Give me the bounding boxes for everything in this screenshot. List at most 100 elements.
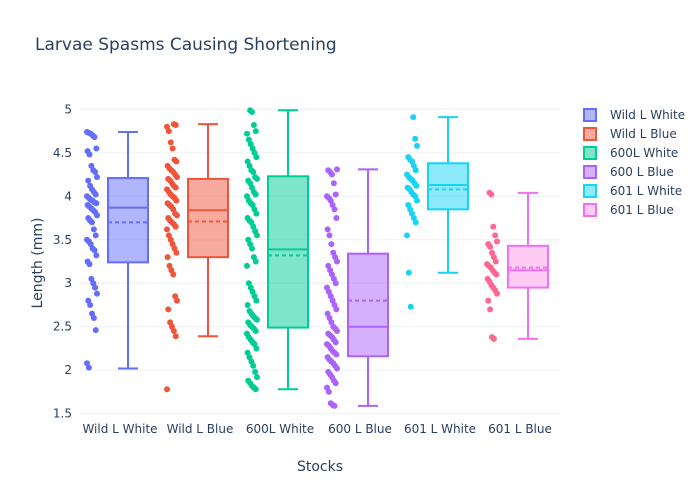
- data-point: [86, 151, 93, 158]
- data-point: [404, 232, 410, 239]
- data-point: [490, 335, 497, 342]
- data-point: [252, 368, 259, 375]
- data-point: [252, 328, 259, 335]
- boxes: [107, 109, 549, 407]
- data-point: [325, 388, 332, 395]
- data-point: [252, 258, 259, 265]
- data-point: [94, 212, 100, 219]
- data-point: [253, 345, 260, 352]
- legend-label: Wild L Blue: [610, 127, 677, 141]
- data-point: [244, 301, 251, 308]
- data-point: [254, 316, 260, 323]
- data-point: [485, 297, 492, 304]
- data-point: [92, 191, 99, 198]
- data-point: [253, 297, 260, 304]
- chart-title: Larvae Spasms Causing Shortening: [35, 35, 337, 55]
- box-3: [267, 109, 309, 391]
- legend-label: 600 L Blue: [610, 165, 674, 179]
- legend-swatch: [583, 146, 597, 160]
- data-point: [173, 249, 180, 256]
- x-tick-labels: Wild L White Wild L Blue 600L White 600 L B…: [82, 422, 551, 436]
- data-point: [414, 142, 420, 149]
- legend-swatch: [583, 165, 597, 179]
- box-5: [427, 116, 469, 274]
- data-point: [250, 168, 257, 175]
- x-tick-label: 600L White: [246, 422, 314, 436]
- box-iqr: [267, 175, 309, 329]
- data-point: [93, 200, 100, 207]
- data-point: [250, 121, 257, 128]
- data-point: [172, 121, 179, 128]
- data-point: [87, 301, 94, 308]
- y-tick-label: 4: [64, 189, 72, 203]
- x-tick-label: 600 L Blue: [328, 422, 392, 436]
- data-point: [244, 262, 250, 269]
- data-point: [331, 402, 338, 409]
- x-tick-label: 601 L Blue: [488, 422, 552, 436]
- legend-swatch: [583, 108, 597, 122]
- data-point: [254, 175, 260, 182]
- data-point: [92, 232, 99, 239]
- data-point: [492, 232, 499, 239]
- data-point: [94, 174, 100, 181]
- legend-label: Wild L White: [610, 108, 685, 122]
- data-point: [93, 145, 100, 152]
- data-point: [89, 219, 95, 226]
- box-iqr: [507, 244, 549, 289]
- legend-swatch: [583, 127, 597, 141]
- y-tick-label: 1.5: [53, 407, 72, 421]
- y-tick-label: 3: [64, 276, 72, 290]
- data-point: [334, 258, 340, 265]
- data-point: [324, 226, 331, 233]
- data-point: [91, 134, 98, 141]
- data-point: [172, 184, 179, 191]
- data-point: [252, 191, 259, 198]
- data-point: [164, 226, 170, 233]
- y-tick-label: 3.5: [53, 233, 72, 247]
- data-point: [244, 130, 250, 137]
- data-point: [94, 290, 100, 297]
- box-iqr: [427, 162, 469, 211]
- data-point: [331, 206, 338, 213]
- data-point: [252, 386, 259, 393]
- data-point: [487, 306, 494, 313]
- data-point: [407, 303, 414, 310]
- data-point: [412, 167, 419, 174]
- data-point: [328, 241, 335, 248]
- y-tick-label: 2.5: [53, 320, 72, 334]
- data-point: [92, 327, 99, 334]
- data-point: [326, 232, 333, 239]
- box-4: [347, 168, 389, 407]
- data-point: [174, 174, 180, 181]
- data-point: [333, 351, 340, 358]
- data-point: [493, 271, 500, 278]
- legend-label: 601 L Blue: [610, 203, 674, 217]
- data-point: [334, 166, 340, 173]
- legend-swatch: [583, 203, 597, 217]
- data-point: [405, 269, 412, 276]
- data-point: [249, 245, 255, 252]
- box-iqr: [107, 177, 149, 264]
- data-point: [254, 374, 260, 381]
- data-point: [91, 247, 98, 254]
- data-point: [253, 210, 260, 217]
- data-point: [85, 364, 92, 371]
- y-tick-label: 2: [64, 363, 72, 377]
- data-point: [488, 191, 495, 198]
- data-point: [174, 212, 180, 219]
- y-tick-label: 4.5: [53, 146, 72, 160]
- data-point: [329, 171, 335, 178]
- data-point: [332, 280, 339, 287]
- y-axis-label: Length (mm): [30, 218, 46, 309]
- data-point: [170, 328, 177, 335]
- data-point: [170, 271, 177, 278]
- legend-label: 600L White: [610, 146, 678, 160]
- data-point: [412, 219, 419, 226]
- data-point: [252, 128, 259, 135]
- x-tick-label: Wild L White: [82, 422, 157, 436]
- data-point: [410, 114, 417, 121]
- x-tick-label: 601 L White: [404, 422, 476, 436]
- data-point: [412, 135, 419, 142]
- data-point: [334, 365, 340, 372]
